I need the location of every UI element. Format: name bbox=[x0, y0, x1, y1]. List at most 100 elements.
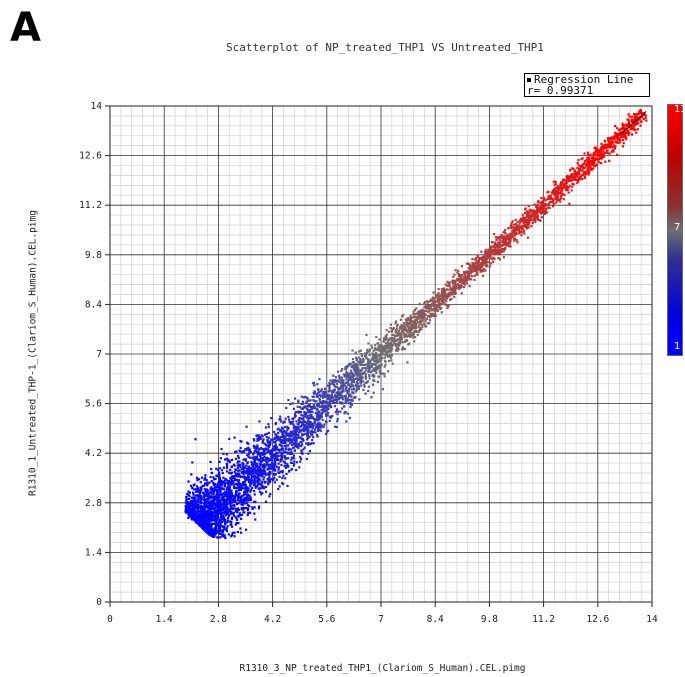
data-point bbox=[265, 444, 269, 447]
data-point bbox=[240, 507, 244, 511]
data-point bbox=[262, 456, 265, 460]
data-point bbox=[216, 499, 219, 502]
data-point bbox=[309, 405, 313, 409]
data-point bbox=[403, 336, 406, 339]
data-point bbox=[366, 348, 369, 351]
data-point bbox=[427, 311, 430, 314]
data-point bbox=[281, 433, 284, 436]
data-point bbox=[237, 496, 241, 499]
data-point bbox=[247, 453, 250, 456]
data-point bbox=[370, 371, 373, 374]
data-point bbox=[436, 298, 440, 301]
data-point bbox=[236, 479, 239, 482]
data-point bbox=[447, 304, 450, 308]
data-point bbox=[334, 401, 338, 405]
data-point bbox=[292, 429, 295, 432]
data-point bbox=[501, 247, 504, 251]
data-point bbox=[227, 490, 230, 493]
data-point bbox=[401, 346, 404, 349]
data-point bbox=[526, 221, 529, 224]
data-point bbox=[463, 273, 466, 276]
data-point bbox=[394, 342, 397, 346]
data-point bbox=[541, 203, 544, 206]
data-point bbox=[328, 384, 331, 388]
data-point bbox=[392, 340, 395, 343]
data-point bbox=[285, 472, 288, 476]
data-point bbox=[236, 461, 239, 464]
data-point bbox=[312, 417, 315, 420]
data-point bbox=[501, 239, 504, 242]
data-point bbox=[190, 501, 193, 504]
data-point bbox=[622, 142, 625, 145]
data-point bbox=[457, 269, 460, 272]
data-point bbox=[319, 429, 323, 432]
data-point bbox=[491, 252, 494, 255]
data-point bbox=[546, 197, 549, 201]
data-point bbox=[195, 511, 198, 514]
data-point bbox=[273, 448, 276, 451]
data-point bbox=[184, 508, 187, 511]
data-point bbox=[424, 303, 427, 306]
data-point bbox=[249, 499, 252, 502]
data-point bbox=[604, 160, 607, 163]
data-point bbox=[520, 217, 523, 221]
data-point bbox=[193, 508, 196, 512]
data-point bbox=[540, 196, 543, 200]
data-point bbox=[240, 503, 243, 506]
data-point bbox=[226, 516, 230, 519]
data-point bbox=[287, 457, 290, 460]
data-point bbox=[293, 434, 296, 437]
data-point bbox=[283, 464, 286, 468]
data-point bbox=[364, 369, 367, 372]
data-point bbox=[238, 463, 241, 466]
data-point bbox=[265, 473, 268, 476]
data-point bbox=[247, 455, 250, 459]
data-point bbox=[200, 488, 203, 491]
data-point bbox=[637, 122, 640, 125]
data-point bbox=[290, 458, 293, 461]
data-point bbox=[376, 367, 380, 370]
data-point bbox=[230, 495, 233, 498]
data-point bbox=[218, 536, 221, 539]
data-point bbox=[365, 351, 369, 355]
data-point bbox=[197, 510, 200, 514]
data-point bbox=[476, 255, 479, 258]
data-point bbox=[536, 200, 540, 203]
data-point bbox=[246, 509, 249, 512]
data-point bbox=[236, 507, 240, 510]
data-point bbox=[245, 490, 249, 493]
data-point bbox=[594, 146, 597, 149]
data-point bbox=[327, 390, 330, 393]
data-point bbox=[261, 453, 264, 456]
data-point bbox=[452, 275, 455, 278]
data-point bbox=[229, 472, 233, 475]
data-point bbox=[219, 513, 223, 516]
data-point bbox=[435, 305, 438, 309]
data-point bbox=[230, 481, 233, 484]
data-point bbox=[583, 176, 586, 179]
data-point bbox=[305, 457, 308, 461]
data-point bbox=[389, 341, 393, 344]
data-point bbox=[268, 446, 271, 449]
data-point bbox=[343, 412, 346, 415]
data-point bbox=[426, 322, 429, 325]
data-point bbox=[466, 274, 469, 277]
data-point bbox=[223, 485, 227, 488]
data-point bbox=[479, 267, 482, 271]
data-point bbox=[210, 533, 213, 536]
data-point bbox=[547, 190, 550, 193]
data-point bbox=[244, 459, 247, 462]
data-point bbox=[562, 185, 565, 188]
data-point bbox=[293, 424, 296, 428]
data-point bbox=[417, 325, 420, 328]
data-point bbox=[392, 342, 396, 345]
data-point bbox=[457, 284, 460, 287]
data-point bbox=[508, 232, 512, 235]
data-point bbox=[293, 413, 297, 417]
data-point bbox=[228, 437, 231, 441]
data-point bbox=[554, 182, 557, 186]
data-point bbox=[357, 387, 361, 390]
data-point bbox=[256, 469, 259, 473]
data-point bbox=[207, 495, 210, 498]
data-point bbox=[347, 402, 351, 405]
